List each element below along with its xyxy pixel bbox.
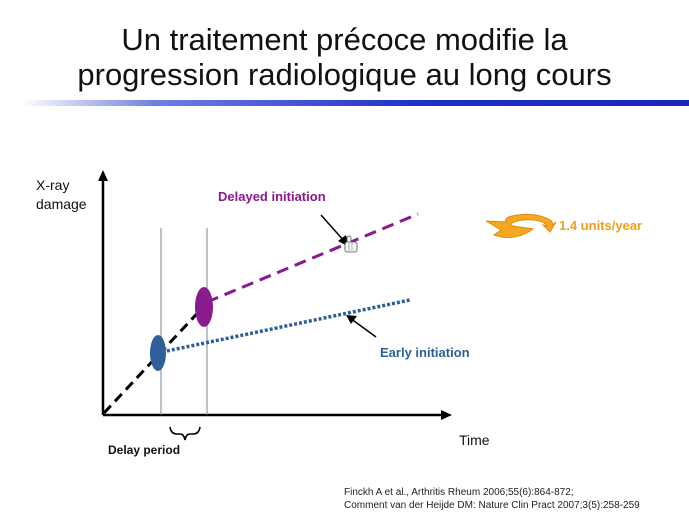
y-axis-label: X-ray damage xyxy=(36,176,87,214)
curved-arrow-icon xyxy=(485,213,557,238)
slide-title: Un traitement précoce modifie la progres… xyxy=(0,22,689,92)
untreated-progression-line xyxy=(102,302,208,415)
y-axis-label-line-2: damage xyxy=(36,196,87,212)
title-divider xyxy=(22,100,689,106)
rate-label: 1.4 units/year xyxy=(559,218,643,233)
reference-line-1: Finckh A et al., Arthritis Rheum 2006;55… xyxy=(344,487,574,498)
early-initiation-line xyxy=(161,298,411,354)
y-axis-label-line-1: X-ray xyxy=(36,177,70,193)
delay-period-brace xyxy=(169,426,201,441)
x-axis-label: Time xyxy=(459,432,490,448)
delay-period-label: Delay period xyxy=(108,443,181,457)
delayed-initiation-line xyxy=(206,212,419,304)
delayed-label-arrow xyxy=(320,214,346,243)
delayed-start-marker xyxy=(195,287,213,327)
title-line-2: progression radiologique au long cours xyxy=(77,57,612,92)
hand-cursor-icon xyxy=(344,235,358,253)
early-label-arrowhead xyxy=(346,315,357,324)
title-line-1: Un traitement précoce modifie la xyxy=(121,22,568,57)
early-label-arrow xyxy=(349,317,377,338)
y-axis-arrowhead xyxy=(98,170,108,181)
early-initiation-label: Early initiation xyxy=(380,345,470,360)
reference-line-2: Comment van der Heijde DM: Nature Clin P… xyxy=(344,500,640,511)
x-axis-arrowhead xyxy=(441,410,452,420)
delayed-initiation-label: Delayed initiation xyxy=(218,189,326,204)
early-start-marker xyxy=(150,335,166,371)
references: Finckh A et al., Arthritis Rheum 2006;55… xyxy=(344,486,640,512)
